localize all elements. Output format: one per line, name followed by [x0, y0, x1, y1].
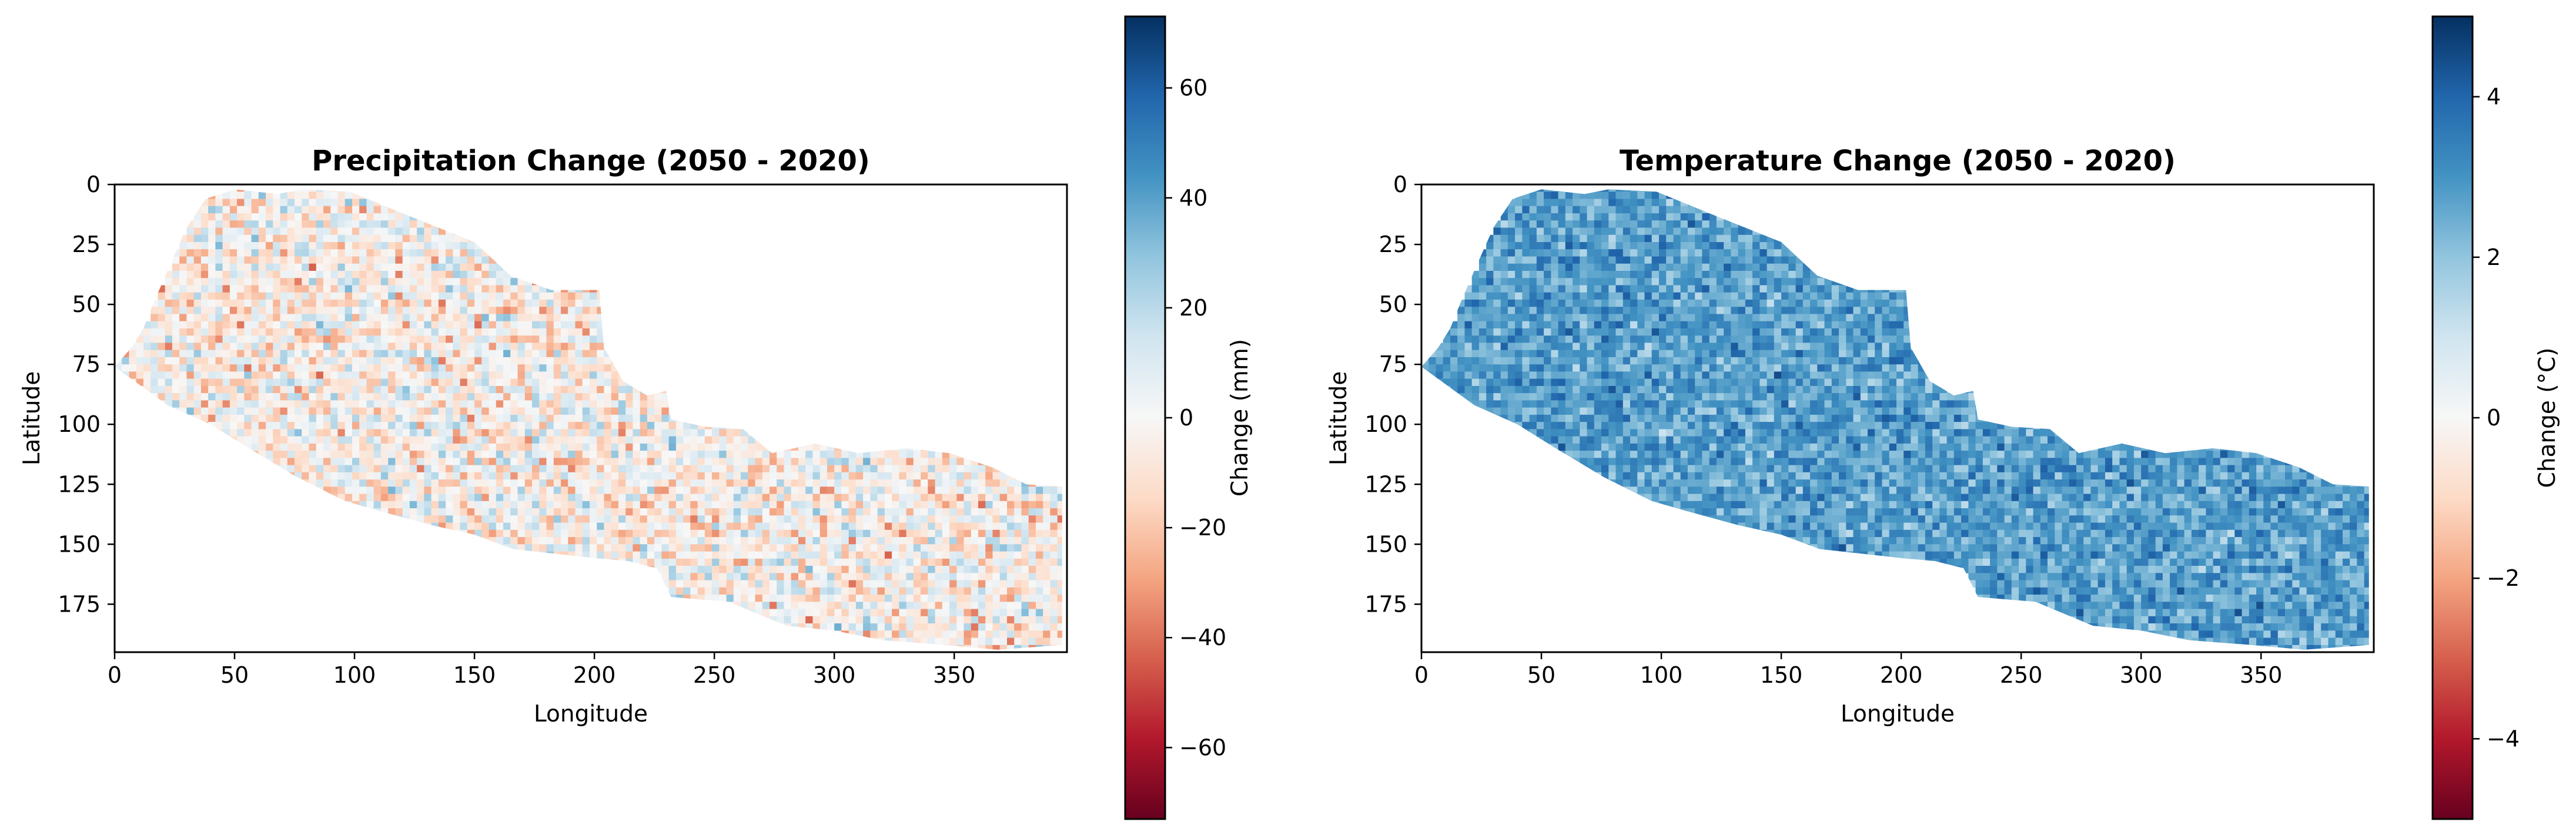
y-tick-label: 175: [1364, 591, 1407, 617]
colorbar-tick-label: 20: [1179, 295, 1207, 321]
colorbar-label: Change (°C): [2534, 348, 2561, 488]
colorbar: [1124, 15, 1166, 820]
colorbar-tick-label: −20: [1179, 515, 1226, 541]
colorbar-tick-label: −4: [2487, 726, 2520, 751]
y-tick-label: 100: [1364, 411, 1407, 437]
y-tick-label: 0: [86, 172, 101, 197]
x-tick-label: 300: [813, 662, 856, 688]
chart-title: Temperature Change (2050 - 2020): [1620, 145, 2176, 177]
colorbar-tick-label: 2: [2487, 244, 2501, 270]
y-tick-label: 75: [1379, 351, 1407, 377]
y-axis-label: Latitude: [19, 371, 45, 466]
colorbar-tick-label: 60: [1179, 75, 1207, 101]
y-tick-label: 150: [1364, 531, 1407, 557]
chart-title: Precipitation Change (2050 - 2020): [312, 145, 870, 177]
x-tick-label: 0: [1414, 662, 1428, 688]
y-tick-label: 0: [1393, 172, 1407, 197]
x-tick-label: 150: [1760, 662, 1803, 688]
x-tick-label: 200: [573, 662, 616, 688]
y-tick-label: 125: [58, 471, 101, 497]
y-tick-label: 175: [58, 591, 101, 617]
chart-panel-1: 0 50 100 150 200 250 300 3500255075100125150175…: [19, 15, 1253, 820]
y-tick-label: 25: [72, 231, 101, 257]
x-tick-label: 150: [453, 662, 496, 688]
colorbar-tick-label: −2: [2487, 565, 2520, 591]
x-tick-label: 350: [933, 662, 976, 688]
y-tick-label: 25: [1379, 231, 1407, 257]
x-axis-label: Longitude: [1841, 701, 1955, 727]
y-tick-label: 125: [1364, 471, 1407, 497]
y-tick-label: 150: [58, 531, 101, 557]
colorbar-tick-label: 4: [2487, 84, 2501, 110]
x-tick-label: 0: [108, 662, 122, 688]
x-tick-label: 200: [1880, 662, 1923, 688]
x-axis-label: Longitude: [534, 701, 648, 727]
x-tick-label: 100: [1640, 662, 1683, 688]
x-tick-label: 250: [693, 662, 736, 688]
chart-panel-2: 0 50 100 150 200 250 300 350 0 25 50 75 100 125 150 175…: [1326, 15, 2561, 820]
heatmap-field: [1421, 189, 2369, 650]
colorbar-tick-label: −60: [1179, 734, 1226, 760]
y-axis-label: Latitude: [1326, 371, 1352, 466]
x-tick-label: 100: [333, 662, 376, 688]
y-tick-label: 100: [58, 411, 101, 437]
x-tick-label: 50: [1527, 662, 1555, 688]
y-tick-label: 50: [1379, 291, 1407, 317]
colorbar-label: Change (mm): [1227, 339, 1253, 496]
x-tick-label: 350: [2240, 662, 2283, 688]
y-tick-label: 50: [72, 291, 101, 317]
colorbar-tick-label: −40: [1179, 625, 1226, 650]
colorbar-tick-label: 40: [1179, 185, 1207, 211]
x-tick-label: 250: [2000, 662, 2043, 688]
colorbar: [2431, 15, 2474, 820]
plot-frame: [1420, 183, 2375, 653]
colorbar-tick-label: 0: [1179, 405, 1193, 431]
plot-frame: [113, 183, 1068, 653]
x-tick-label: 300: [2120, 662, 2163, 688]
x-tick-label: 50: [220, 662, 249, 688]
y-tick-label: 75: [72, 351, 101, 377]
colorbar-tick-label: 0: [2487, 405, 2501, 431]
heatmap-field: [115, 189, 1062, 650]
